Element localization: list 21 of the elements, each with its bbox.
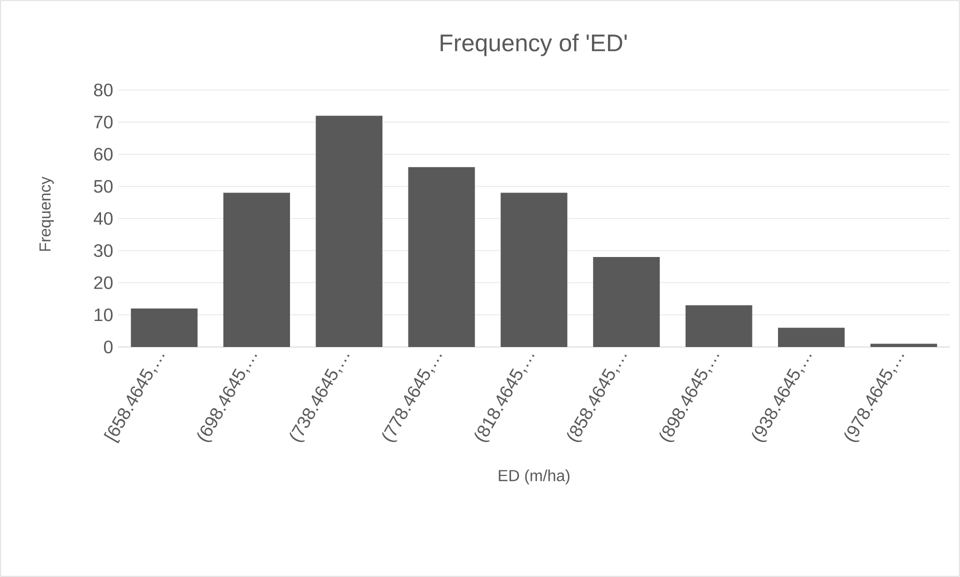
y-axis-title: Frequency bbox=[40, 176, 54, 251]
bar bbox=[593, 257, 660, 347]
y-tick-label: 30 bbox=[94, 244, 113, 257]
y-tick-label: 0 bbox=[104, 340, 113, 354]
y-tick-label: 20 bbox=[94, 276, 113, 290]
bar bbox=[778, 328, 845, 347]
bar bbox=[686, 305, 752, 347]
bar bbox=[130, 308, 198, 347]
bar bbox=[870, 344, 938, 347]
y-tick-label: 70 bbox=[94, 116, 113, 128]
chart-title: Frequency of 'ED' bbox=[440, 34, 627, 56]
bar bbox=[223, 192, 290, 347]
bar bbox=[500, 192, 568, 347]
y-tick-label: 60 bbox=[94, 148, 113, 161]
bar bbox=[408, 167, 475, 347]
bar bbox=[316, 116, 382, 347]
y-tick-label: 50 bbox=[94, 180, 113, 193]
x-axis-title: ED (m/ha) bbox=[498, 470, 570, 484]
y-tick-label: 80 bbox=[94, 84, 113, 96]
y-tick-label: 40 bbox=[94, 212, 113, 225]
y-tick-label: 10 bbox=[94, 308, 113, 322]
